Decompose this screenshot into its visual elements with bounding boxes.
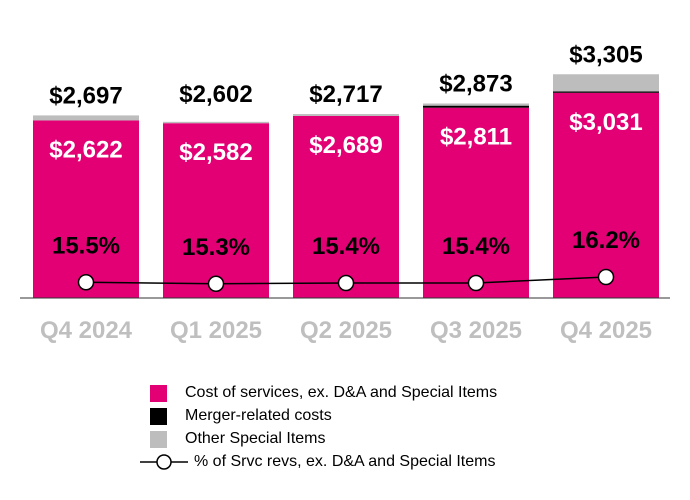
- legend-item: % of Srvc revs, ex. D&A and Special Item…: [140, 453, 495, 471]
- bar-segment-0: [163, 123, 269, 298]
- legend-swatch: [150, 384, 167, 402]
- bar-segment-0: [33, 120, 139, 298]
- x-tick-label: Q1 2025: [170, 317, 262, 344]
- total-label: $3,305: [569, 41, 642, 68]
- total-label: $2,602: [179, 81, 252, 108]
- legend-label: Merger-related costs: [185, 407, 332, 424]
- bar-label: $2,811: [440, 124, 512, 151]
- bar-segment-2: [293, 114, 399, 116]
- bar-label: $3,031: [569, 109, 642, 136]
- x-tick-label: Q3 2025: [430, 317, 522, 344]
- total-label: $2,697: [49, 82, 122, 109]
- total-label: $2,717: [309, 81, 382, 108]
- line-marker: [77, 274, 95, 291]
- percent-label: 15.3%: [182, 234, 250, 261]
- legend-item: Merger-related costs: [150, 407, 332, 425]
- bar-label: $2,689: [309, 132, 382, 159]
- legend-label: Cost of services, ex. D&A and Special It…: [185, 384, 498, 401]
- legend-swatch: [150, 407, 167, 425]
- bar-segment-1: [423, 105, 529, 108]
- bar-segment-0: [423, 107, 529, 298]
- percent-label: 15.4%: [312, 233, 380, 260]
- x-tick-label: Q4 2025: [560, 317, 652, 344]
- bar-label: $2,582: [179, 139, 252, 166]
- bar-label: $2,622: [49, 136, 122, 163]
- bar-segment-0: [293, 115, 399, 298]
- x-tick-label: Q2 2025: [300, 317, 392, 344]
- line-marker: [597, 268, 615, 286]
- bar-segment-2: [423, 103, 529, 106]
- legend-swatch: [150, 430, 167, 448]
- legend-line-marker: [140, 454, 188, 470]
- percent-label: 15.5%: [52, 232, 120, 259]
- bar-segment-0: [553, 92, 659, 298]
- line-marker: [337, 274, 355, 292]
- legend-label: Other Special Items: [185, 430, 326, 447]
- legend-item: Cost of services, ex. D&A and Special It…: [150, 384, 497, 402]
- total-label: $2,873: [439, 70, 512, 97]
- legend-label: % of Srvc revs, ex. D&A and Special Item…: [194, 453, 496, 470]
- bar-segment-2: [33, 115, 139, 121]
- percent-label: 15.4%: [442, 233, 510, 260]
- percent-label: 16.2%: [572, 227, 640, 254]
- line-marker: [207, 275, 225, 292]
- bar-segment-1: [553, 91, 659, 93]
- x-tick-label: Q4 2024: [40, 317, 133, 344]
- legend-item: Other Special Items: [150, 430, 326, 448]
- bar-segment-2: [553, 74, 659, 92]
- line-marker: [467, 274, 485, 292]
- bar-segment-2: [163, 121, 269, 124]
